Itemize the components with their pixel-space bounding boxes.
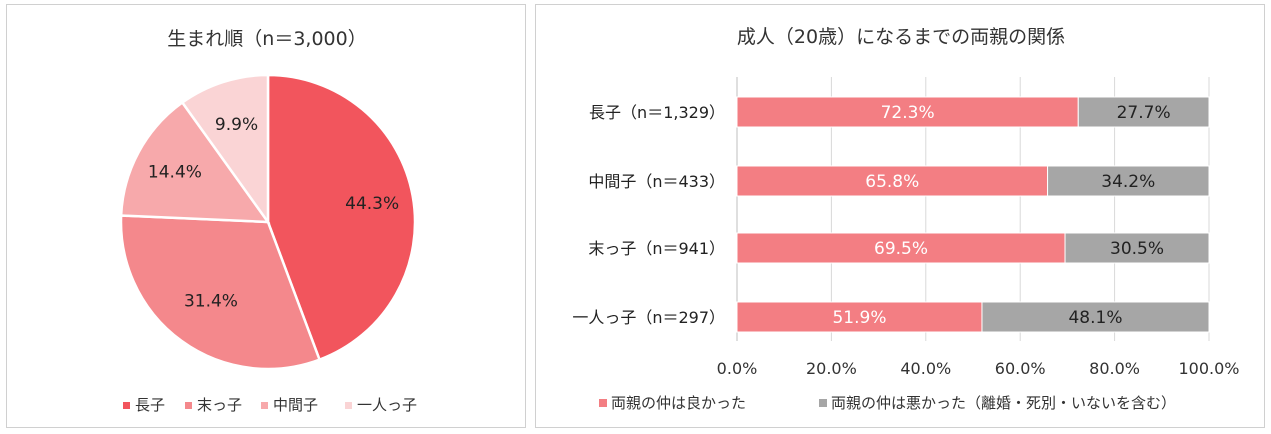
legend-swatch bbox=[261, 402, 268, 409]
bar-segment bbox=[1064, 232, 1210, 264]
legend-label: 中間子 bbox=[273, 396, 318, 414]
category-label: 一人っ子（n＝297） bbox=[572, 308, 725, 327]
pie-chart-title: 生まれ順（n＝3,000） bbox=[167, 28, 366, 50]
x-tick-label: 40.0% bbox=[900, 359, 951, 378]
pie-chart: 生まれ順（n＝3,000） 44.3% 31.4% 14.4% 9.9% 長子 末っ子 中… bbox=[119, 28, 417, 414]
pie-slice-label: 9.9% bbox=[215, 115, 258, 135]
legend-label: 両親の仲は良かった bbox=[611, 394, 746, 412]
stacked-bar-chart: 成人（20歳）になるまでの両親の関係 72.3% 27.7% 65.8% 34.2% 6… bbox=[572, 26, 1239, 412]
x-tick-label: 100.0% bbox=[1178, 359, 1239, 378]
legend-label: 両親の仲は悪かった（離婚・死別・いないを含む） bbox=[831, 394, 1176, 412]
x-tick-label: 0.0% bbox=[717, 359, 758, 378]
bar-chart-panel: 成人（20歳）になるまでの両親の関係 72.3% 27.7% 65.8% 34.2% 6… bbox=[535, 4, 1265, 428]
bar-segment bbox=[736, 301, 983, 333]
x-tick-label: 20.0% bbox=[806, 359, 857, 378]
x-tick-label: 80.0% bbox=[1089, 359, 1140, 378]
bar-segment bbox=[736, 96, 1079, 128]
legend-label: 長子 bbox=[135, 396, 165, 414]
category-label: 中間子（n＝433） bbox=[588, 172, 725, 191]
pie-slice bbox=[119, 100, 271, 224]
bar-segment bbox=[981, 301, 1210, 333]
pie-slice-label: 44.3% bbox=[345, 194, 399, 214]
legend-swatch bbox=[819, 399, 827, 407]
legend-swatch bbox=[345, 402, 352, 409]
bar-segment bbox=[1047, 165, 1210, 197]
bar-data-label: 72.3% bbox=[881, 103, 935, 123]
pie-slice bbox=[266, 73, 417, 362]
bar-segment bbox=[736, 165, 1049, 197]
category-label: 末っ子（n＝941） bbox=[588, 239, 725, 258]
legend-swatch bbox=[599, 399, 607, 407]
bar-segment bbox=[1077, 96, 1210, 128]
pie-slice bbox=[180, 73, 270, 226]
legend-swatch bbox=[123, 402, 130, 409]
bar-data-label: 34.2% bbox=[1101, 172, 1155, 192]
bar-chart-title: 成人（20歳）になるまでの両親の関係 bbox=[737, 26, 1065, 48]
bar-data-label: 65.8% bbox=[865, 172, 919, 192]
pie-slice-label: 31.4% bbox=[184, 291, 238, 311]
x-tick-label: 60.0% bbox=[995, 359, 1046, 378]
pie-slice-label: 14.4% bbox=[148, 163, 202, 183]
pie-slice bbox=[119, 214, 322, 371]
category-label: 長子（n＝1,329） bbox=[589, 103, 725, 122]
bar-data-label: 27.7% bbox=[1117, 103, 1171, 123]
bar-data-label: 48.1% bbox=[1068, 308, 1122, 328]
bar-data-label: 30.5% bbox=[1110, 239, 1164, 259]
pie-chart-panel: 生まれ順（n＝3,000） 44.3% 31.4% 14.4% 9.9% 長子 末っ子 中… bbox=[6, 4, 526, 428]
legend-label: 一人っ子 bbox=[357, 396, 417, 414]
bar-data-label: 69.5% bbox=[874, 239, 928, 259]
legend-label: 末っ子 bbox=[197, 396, 242, 414]
bar-data-label: 51.9% bbox=[832, 308, 886, 328]
legend-swatch bbox=[185, 402, 192, 409]
